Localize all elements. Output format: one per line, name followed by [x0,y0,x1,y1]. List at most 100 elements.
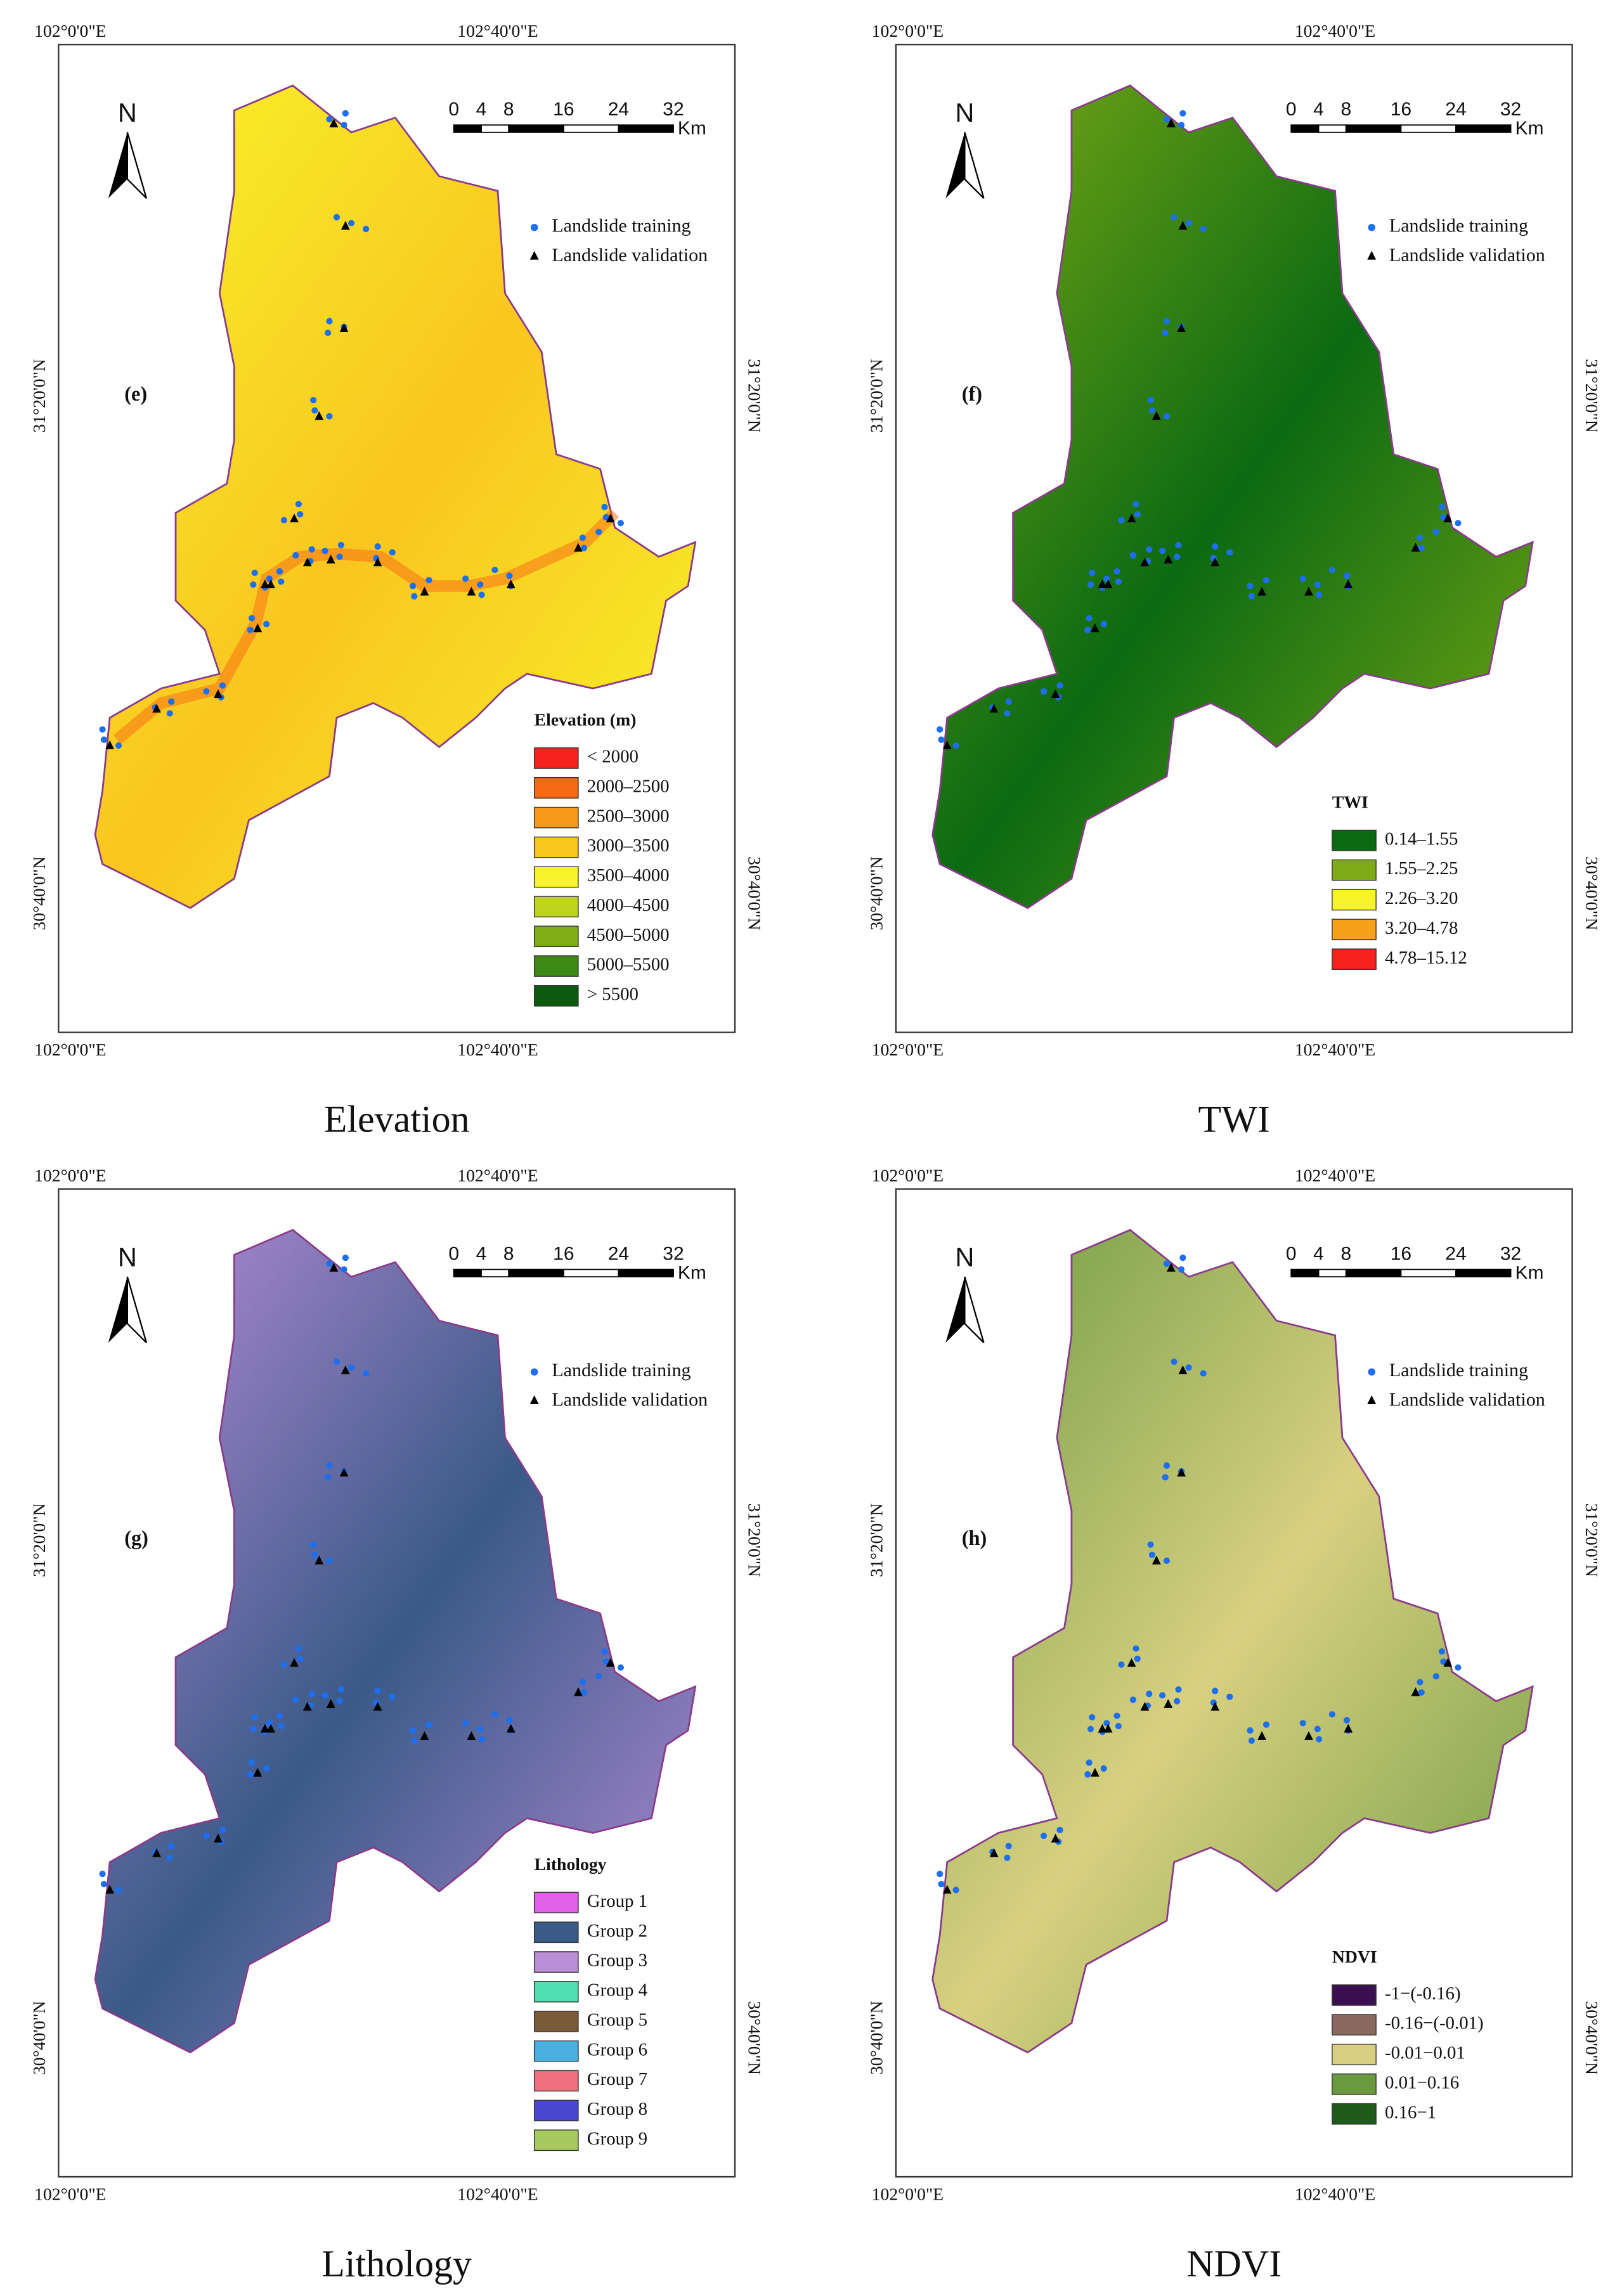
landslide-training-point [1162,329,1169,337]
legend-label: 1.55–2.25 [1385,858,1458,879]
scale-segment [1455,124,1512,133]
landslide-training-point [1148,1551,1155,1558]
legend-label: 3500–4000 [587,865,670,886]
legend-symbol [530,1368,538,1376]
landslide-validation-point [1344,579,1353,588]
landslide-training-point [409,583,417,590]
north-arrow [108,1277,127,1343]
landslide-training-point [1163,1260,1171,1267]
landslide-validation-point [326,554,335,564]
landslide-training-point [341,122,347,129]
landslide-training-point [1113,568,1120,575]
legend-label: Group 6 [587,2039,647,2060]
scale-tick-label: 0 [448,1243,459,1264]
longitude-label: 102°0'0"E [34,21,107,41]
landslide-training-point [1174,553,1181,560]
landslide-validation-point [506,1724,516,1733]
landslide-training-point [1438,503,1446,510]
scale-tick-label: 16 [1391,1243,1411,1264]
legend-label: Group 8 [587,2099,647,2119]
legend-label: 3000–3500 [587,835,670,856]
panel-label: (e) [124,382,147,405]
landslide-training-point [219,1826,226,1833]
latitude-label: 31°20'0"N [744,1503,764,1577]
scale-tick-label: 24 [1445,99,1466,120]
landslide-training-point [203,1832,210,1840]
landslide-training-point [425,1721,432,1728]
legend-label: Group 2 [587,1921,647,1941]
landslide-training-point [280,1661,287,1668]
landslide-training-point [1432,1673,1439,1680]
landslide-training-point [276,1712,283,1719]
legend-swatch [1332,829,1377,851]
landslide-training-point [341,1266,347,1273]
landslide-training-point [1417,534,1424,541]
landslide-training-point [1103,575,1110,583]
landslide-training-point [348,1364,355,1371]
scale-tick-label: 24 [608,99,629,120]
latitude-label: 31°20'0"N [1582,359,1602,433]
map-panel: 102°0'0"E 102°40'0"E 102°0'0"E 102°40'0"E 31… [29,21,764,1140]
scale-tick-label: 4 [1313,99,1324,120]
landslide-validation-point [315,1555,324,1564]
map-panel: 102°0'0"E 102°40'0"E 102°0'0"E 102°40'0"E 31… [867,21,1602,1140]
landslide-training-point [595,528,602,536]
longitude-label: 102°40'0"E [457,21,538,41]
landslide-training-point [1084,626,1091,633]
landslide-training-point [297,1655,304,1662]
landslide-training-point [1163,1462,1171,1469]
landslide-training-point [1163,115,1171,123]
landslide-validation-point [341,221,350,230]
landslide-training-point [1103,1720,1110,1727]
landslide-training-point [1163,318,1171,325]
scale-tick-label: 0 [1286,99,1297,120]
landslide-training-point [1432,528,1439,536]
landslide-training-point [617,520,624,527]
landslide-validation-point [1127,513,1136,523]
landslide-training-point [337,541,344,548]
landslide-training-point [1175,1686,1182,1693]
scale-tick-label: 8 [1340,1243,1351,1264]
landslide-validation-point [266,579,276,588]
scale-segment [562,124,620,133]
legend-symbol [529,1395,539,1405]
legend-swatch [1332,859,1377,881]
scale-tick-label: 8 [1340,99,1351,120]
legend-swatch [1332,2044,1377,2065]
landslide-validation-point [373,1701,382,1711]
latitude-label: 31°20'0"N [744,359,764,433]
landslide-training-point [478,591,485,598]
landslide-training-point [311,407,318,414]
landslide-training-point [1113,1712,1120,1719]
landslide-training-point [309,397,317,404]
scale-segment [508,124,564,133]
north-arrow [108,132,127,198]
valley [113,508,620,744]
landslide-training-point [326,318,333,325]
landslide-training-point [937,1871,944,1878]
landslide-training-point [219,682,226,689]
landslide-training-point [321,1692,328,1699]
landslide-training-point [1314,1725,1321,1732]
scale-segment [618,124,674,133]
landslide-validation-point [420,586,429,596]
landslide-validation-point [329,118,339,127]
landslide-training-point [1089,1713,1096,1721]
landslide-training-point [1179,110,1186,117]
landslide-training-point [581,1689,588,1696]
landslide-validation-point [942,1885,952,1894]
landslide-training-point [1089,569,1096,576]
landslide-training-point [325,1474,332,1481]
landslide-validation-point [1098,1724,1107,1733]
landslide-training-point [1343,572,1351,579]
legend-label: Group 3 [587,1951,647,1971]
landslide-validation-point [260,579,269,588]
landslide-training-point [1175,541,1182,548]
scale-unit: Km [1515,1262,1543,1283]
landslide-validation-point [989,704,999,713]
landslide-validation-point [1103,579,1113,588]
landslide-training-point [292,551,299,559]
legend-label: -0.16−(-0.01) [1385,2013,1484,2034]
landslide-training-point [336,1698,343,1705]
